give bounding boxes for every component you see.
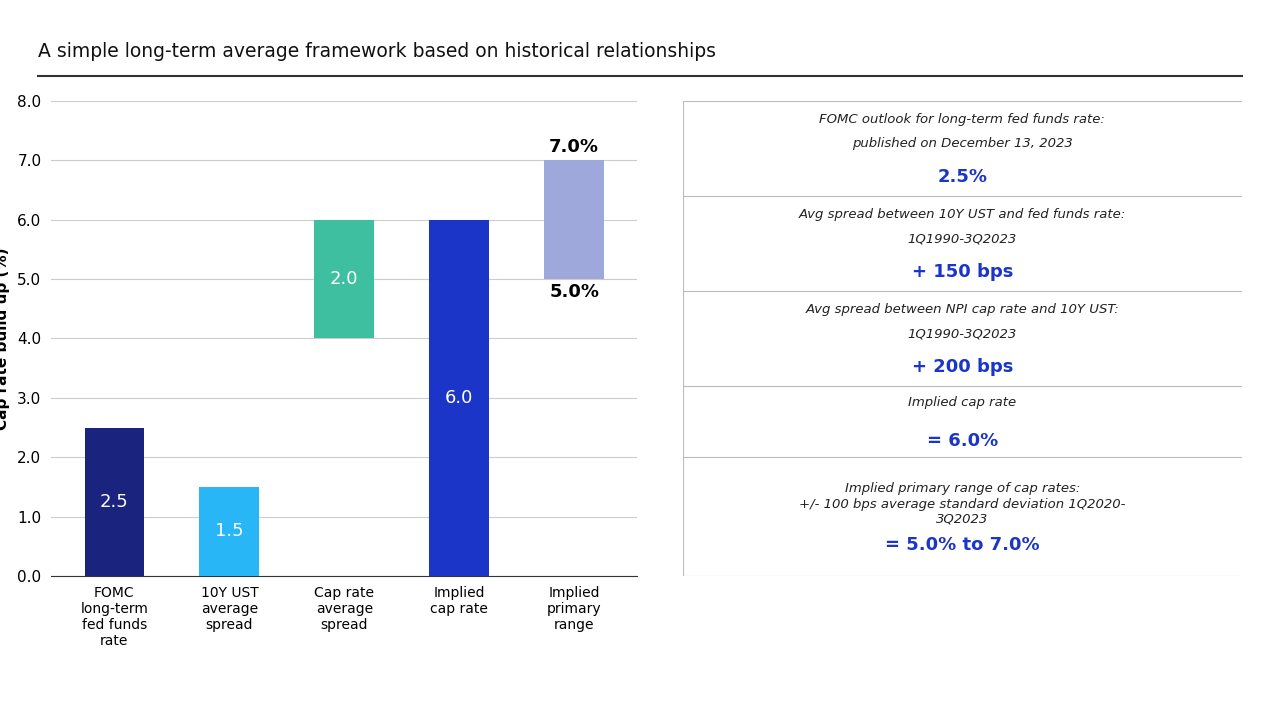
- Text: + 150 bps: + 150 bps: [911, 263, 1012, 281]
- Bar: [429, 220, 489, 576]
- Text: FOMC outlook for long-term fed funds rate:: FOMC outlook for long-term fed funds rat…: [819, 113, 1106, 126]
- Text: 6.0: 6.0: [445, 389, 474, 407]
- Text: + 200 bps: + 200 bps: [911, 358, 1012, 376]
- Y-axis label: Cap rate build up (%): Cap rate build up (%): [0, 247, 10, 430]
- Bar: [544, 160, 604, 279]
- Text: 1Q1990-3Q2023: 1Q1990-3Q2023: [908, 327, 1018, 340]
- Bar: [200, 487, 260, 576]
- Text: = 6.0%: = 6.0%: [927, 431, 998, 449]
- Text: +/- 100 bps average standard deviation 1Q2020-
3Q2023: +/- 100 bps average standard deviation 1…: [799, 498, 1125, 526]
- Text: = 5.0% to 7.0%: = 5.0% to 7.0%: [884, 536, 1039, 554]
- Text: 2.5%: 2.5%: [937, 168, 987, 186]
- Text: 2.0: 2.0: [330, 270, 358, 288]
- Bar: [315, 220, 374, 338]
- Text: 5.0%: 5.0%: [549, 283, 599, 301]
- Text: A simple long-term average framework based on historical relationships: A simple long-term average framework bas…: [38, 42, 717, 61]
- Text: published on December 13, 2023: published on December 13, 2023: [852, 137, 1073, 150]
- Bar: [84, 428, 145, 576]
- Text: 1.5: 1.5: [215, 523, 243, 541]
- Text: Implied cap rate: Implied cap rate: [909, 396, 1016, 409]
- Text: 2.5: 2.5: [100, 492, 129, 510]
- Text: Implied primary range of cap rates:: Implied primary range of cap rates:: [845, 482, 1080, 495]
- Text: Avg spread between NPI cap rate and 10Y UST:: Avg spread between NPI cap rate and 10Y …: [805, 303, 1119, 316]
- Text: 7.0%: 7.0%: [549, 138, 599, 156]
- Text: 1Q1990-3Q2023: 1Q1990-3Q2023: [908, 232, 1018, 245]
- Text: Avg spread between 10Y UST and fed funds rate:: Avg spread between 10Y UST and fed funds…: [799, 208, 1126, 221]
